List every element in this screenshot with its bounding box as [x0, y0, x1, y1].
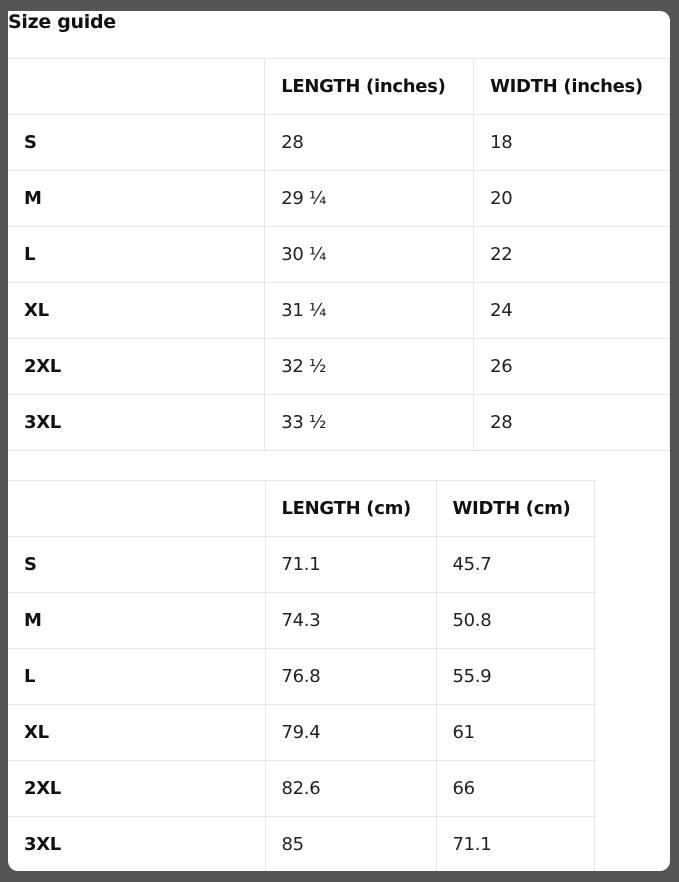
column-header	[8, 480, 266, 537]
table-row: 2XL 32 ½ 26	[8, 338, 670, 395]
size-label: M	[8, 170, 266, 227]
column-header: WIDTH (inches)	[473, 58, 670, 115]
table-row: M 29 ¼ 20	[8, 170, 670, 227]
length-cell: 32 ½	[264, 338, 475, 395]
size-label: L	[8, 648, 266, 705]
column-header	[8, 58, 266, 115]
size-label: M	[8, 592, 266, 649]
width-cell: 55.9	[435, 648, 595, 705]
table-row: 3XL 33 ½ 28	[8, 394, 670, 451]
length-cell: 82.6	[264, 760, 437, 817]
width-cell: 20	[473, 170, 670, 227]
column-header: WIDTH (cm)	[435, 480, 595, 537]
size-label: L	[8, 226, 266, 283]
length-cell: 30 ¼	[264, 226, 475, 283]
table-row: L 76.8 55.9	[8, 648, 595, 705]
length-cell: 29 ¼	[264, 170, 475, 227]
size-label: 3XL	[8, 394, 266, 451]
width-cell: 50.8	[435, 592, 595, 649]
table-row: S 71.1 45.7	[8, 536, 595, 593]
length-cell: 79.4	[264, 704, 437, 761]
dialog-title: Size guide	[8, 11, 116, 33]
length-cell: 28	[264, 114, 475, 171]
header-row: LENGTH (cm) WIDTH (cm)	[8, 480, 595, 537]
column-header: LENGTH (cm)	[264, 480, 437, 537]
size-label: XL	[8, 282, 266, 339]
length-cell: 85	[264, 816, 437, 871]
cm-size-table: LENGTH (cm) WIDTH (cm) S 71.1 45.7 M 74.3 50.8 L…	[8, 480, 595, 871]
width-cell: 28	[473, 394, 670, 451]
length-cell: 76.8	[264, 648, 437, 705]
length-cell: 33 ½	[264, 394, 475, 451]
width-cell: 26	[473, 338, 670, 395]
table-row: 3XL 85 71.1	[8, 816, 595, 871]
width-cell: 66	[435, 760, 595, 817]
width-cell: 18	[473, 114, 670, 171]
table-row: 2XL 82.6 66	[8, 760, 595, 817]
column-header: LENGTH (inches)	[264, 58, 475, 115]
size-label: S	[8, 536, 266, 593]
length-cell: 71.1	[264, 536, 437, 593]
width-cell: 61	[435, 704, 595, 761]
width-cell: 24	[473, 282, 670, 339]
size-label: XL	[8, 704, 266, 761]
table-row: XL 79.4 61	[8, 704, 595, 761]
size-label: 2XL	[8, 338, 266, 395]
length-cell: 31 ¼	[264, 282, 475, 339]
table-row: M 74.3 50.8	[8, 592, 595, 649]
length-cell: 74.3	[264, 592, 437, 649]
width-cell: 22	[473, 226, 670, 283]
header-row: LENGTH (inches) WIDTH (inches)	[8, 58, 670, 115]
size-guide-dialog: Size guide LENGTH (inches) WIDTH (inches)…	[8, 11, 670, 871]
width-cell: 45.7	[435, 536, 595, 593]
table-row: L 30 ¼ 22	[8, 226, 670, 283]
size-label: S	[8, 114, 266, 171]
size-label: 3XL	[8, 816, 266, 871]
table-row: S 28 18	[8, 114, 670, 171]
size-label: 2XL	[8, 760, 266, 817]
width-cell: 71.1	[435, 816, 595, 871]
table-row: XL 31 ¼ 24	[8, 282, 670, 339]
